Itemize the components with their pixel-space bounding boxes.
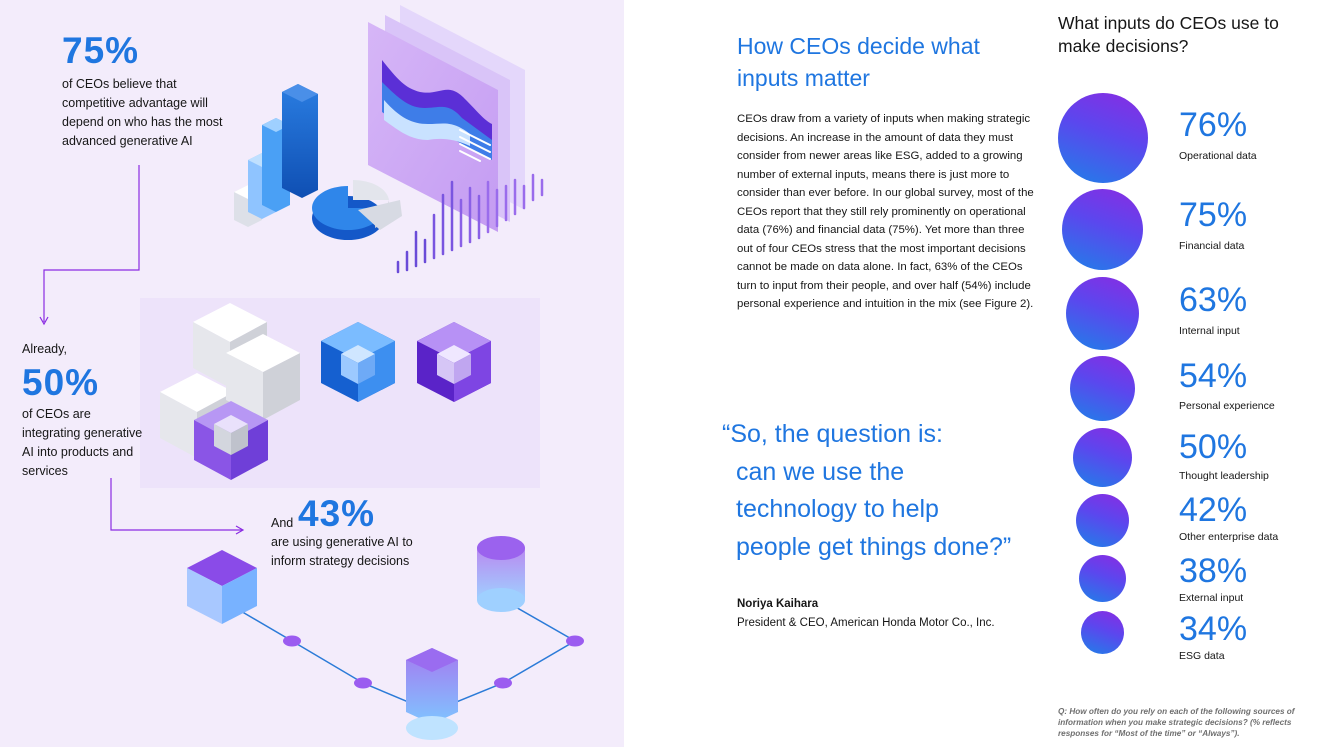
label-financial-data: Financial data (1179, 240, 1245, 252)
stat-43-value: 43% (298, 493, 376, 534)
pie-chart-graphic (312, 179, 402, 240)
stat-43-text: are using generative AI to inform strate… (271, 535, 413, 568)
label-thought-leadership: Thought leadership (1179, 470, 1269, 482)
pct-personal-experience: 54% (1179, 357, 1248, 395)
section-heading: How CEOs decide what inputs matter (737, 33, 980, 91)
stat-50-value: 50% (22, 362, 100, 403)
quote-line: can we use the (736, 457, 905, 486)
cubes-cluster-graphic (160, 303, 300, 480)
bubble-thought-leadership (1073, 428, 1132, 487)
equalizer-lines-graphic (396, 173, 544, 274)
isometric-illustration (39, 5, 584, 740)
label-other-enterprise-data: Other enterprise data (1179, 531, 1279, 543)
bar-blocks-graphic (234, 84, 318, 227)
label-operational-data: Operational data (1179, 150, 1257, 162)
stat-43-prefix: And (271, 516, 294, 530)
quote-line: people get things done?” (736, 532, 1012, 561)
survey-footnote: Q: How often do you rely on each of the … (1058, 707, 1295, 738)
infographic-panel: 75% of CEOs believe that competitive adv… (0, 0, 624, 747)
bubble-esg-data (1081, 611, 1124, 654)
label-personal-experience: Personal experience (1179, 400, 1275, 412)
label-esg-data: ESG data (1179, 650, 1225, 662)
pct-financial-data: 75% (1179, 196, 1248, 234)
body-paragraph: CEOs draw from a variety of inputs when … (737, 113, 1034, 310)
label-internal-input: Internal input (1179, 325, 1240, 337)
pct-esg-data: 34% (1179, 610, 1248, 648)
pull-quote: “So, the question is: can we use the tec… (722, 416, 1052, 566)
stat-50-prefix: Already, (22, 342, 67, 356)
pct-external-input: 38% (1179, 552, 1248, 590)
hex-cube-purple-graphic (417, 322, 491, 402)
stat-75-text: of CEOs believe that competitive advanta… (62, 77, 223, 148)
bubble-operational-data (1058, 93, 1148, 183)
chart-title: What inputs do CEOs use to make decision… (1058, 13, 1279, 56)
label-external-input: External input (1179, 592, 1244, 604)
bubble-financial-data (1062, 189, 1143, 270)
bubble-personal-experience (1070, 356, 1135, 421)
stat-75-value: 75% (62, 30, 140, 71)
pct-thought-leadership: 50% (1179, 428, 1248, 466)
quote-author-name: Noriya Kaihara (737, 598, 819, 610)
pct-internal-input: 63% (1179, 281, 1248, 319)
dashboard-screens-graphic (368, 5, 525, 232)
pct-other-enterprise-data: 42% (1179, 491, 1248, 529)
quote-author-title: President & CEO, American Honda Motor Co… (737, 617, 995, 629)
connector-arrows (39, 165, 245, 535)
quote-line: “So, the question is: (722, 420, 943, 448)
pct-operational-data: 76% (1179, 106, 1248, 144)
hex-cube-blue-graphic (321, 322, 395, 402)
network-graphic (187, 536, 584, 740)
quote-line: technology to help (736, 495, 939, 523)
stat-50-text: of CEOs are integrating generative AI in… (22, 407, 143, 478)
bubble-other-enterprise-data (1076, 494, 1129, 547)
bubble-internal-input (1066, 277, 1139, 350)
bubble-external-input (1079, 555, 1126, 602)
